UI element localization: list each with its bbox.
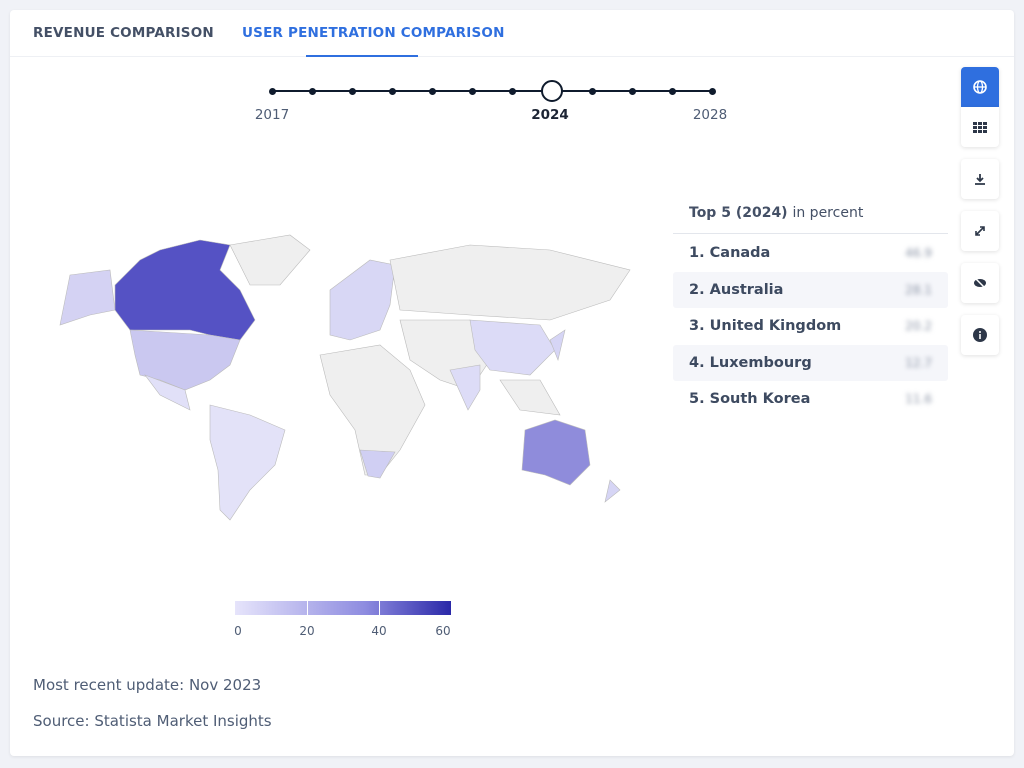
timeline-year-2017[interactable] [268,87,276,95]
country-australia[interactable] [521,419,591,486]
top5-list: 1. Canada 46.9 2. Australia 28.1 3. United K… [673,234,948,418]
world-map[interactable] [50,230,650,530]
tab-user-penetration-comparison[interactable]: USER PENETRATION COMPARISON [242,25,505,41]
top5-value: 46.9 [905,246,932,261]
table-icon [973,121,987,133]
top5-value: 20.2 [905,319,932,334]
country-japan-korea[interactable] [549,329,566,361]
top5-value: 12.7 [905,355,932,370]
top5-heading: Top 5 (2024) [689,205,788,221]
country-south-africa[interactable] [359,449,396,479]
country-usa[interactable] [129,329,241,391]
top5-country: 3. United Kingdom [689,318,842,335]
top5-row: 2. Australia 28.1 [673,271,948,308]
update-note: Most recent update: Nov 2023 [33,676,262,694]
top5-country: 2. Australia [689,281,784,298]
timeline-year-2025[interactable] [588,87,596,95]
country-europe[interactable] [329,259,396,341]
tab-revenue-comparison[interactable]: REVENUE COMPARISON [33,25,214,41]
info-button[interactable] [961,315,999,355]
timeline-year-2019[interactable] [348,87,356,95]
top5-country: 4. Luxembourg [689,354,812,371]
country-south-america[interactable] [209,404,286,521]
timeline-year-2022[interactable] [468,87,476,95]
legend-divider [379,601,380,615]
map-view-button[interactable] [961,67,999,107]
legend-tick: 40 [371,624,387,638]
country-africa[interactable] [319,344,426,476]
year-label-end: 2028 [692,107,728,123]
country-southeast-asia[interactable] [499,379,561,416]
top5-title: Top 5 (2024) in percent [673,205,948,234]
hide-icon [974,277,986,289]
year-label-start: 2017 [254,107,290,123]
info-icon [973,328,987,342]
color-scale-legend [235,601,451,615]
active-tab-indicator [306,55,418,57]
toolbar [961,67,999,367]
top5-country: 1. Canada [689,245,771,262]
country-russia[interactable] [389,244,631,321]
top5-value: 28.1 [905,282,932,297]
country-china[interactable] [469,319,556,376]
timeline-year-2020[interactable] [388,87,396,95]
timeline-year-2026[interactable] [628,87,636,95]
country-india[interactable] [449,364,481,411]
legend-tick: 20 [299,624,315,638]
top5-row: 4. Luxembourg 12.7 [673,344,948,381]
country-mexico[interactable] [144,374,191,411]
country-new-zealand[interactable] [604,479,621,503]
fullscreen-button[interactable] [961,211,999,251]
table-view-button[interactable] [961,107,999,147]
top5-row: 5. South Korea 11.6 [673,381,948,418]
download-icon [975,174,985,185]
legend-tick: 0 [234,624,242,638]
timeline-year-2027[interactable] [668,87,676,95]
country-alaska[interactable] [59,269,116,326]
top5-row: 1. Canada 46.9 [673,235,948,272]
year-timeline-slider[interactable] [268,80,716,102]
timeline-year-2021[interactable] [428,87,436,95]
legend-tick: 60 [435,624,451,638]
timeline-year-2018[interactable] [308,87,316,95]
hide-button[interactable] [961,263,999,303]
chart-card: REVENUE COMPARISON USER PENETRATION COMP… [10,10,1014,756]
year-label-selected: 2024 [531,107,569,123]
timeline-year-2024[interactable] [541,80,563,102]
source-note: Source: Statista Market Insights [33,712,272,730]
timeline-year-2028[interactable] [708,87,716,95]
top5-row: 3. United Kingdom 20.2 [673,308,948,345]
globe-icon [973,80,987,94]
country-canada[interactable] [114,239,256,341]
top5-unit: in percent [792,205,864,221]
country-greenland[interactable] [229,234,311,286]
top5-country: 5. South Korea [689,391,811,408]
top5-panel: Top 5 (2024) in percent 1. Canada 46.9 2. … [673,205,948,418]
download-button[interactable] [961,159,999,199]
legend-divider [307,601,308,615]
top5-value: 11.6 [905,392,932,407]
timeline-year-2023[interactable] [508,87,516,95]
tab-bar: REVENUE COMPARISON USER PENETRATION COMP… [10,10,1014,57]
fullscreen-icon [975,226,985,236]
